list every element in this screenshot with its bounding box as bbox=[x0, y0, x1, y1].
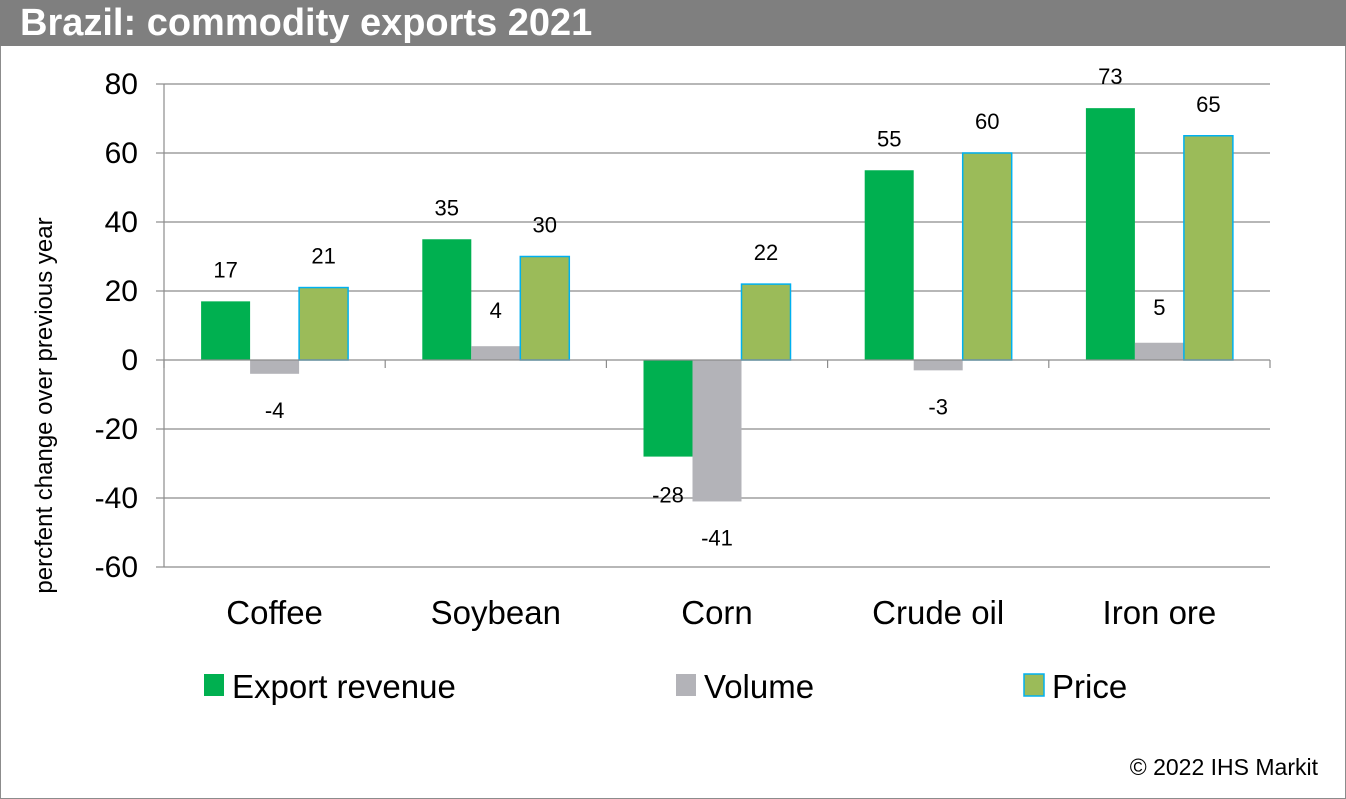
bar-volume bbox=[250, 360, 300, 374]
x-tick-label: Corn bbox=[681, 594, 753, 631]
x-tick-label: Crude oil bbox=[872, 594, 1004, 631]
data-label: 35 bbox=[435, 195, 459, 220]
bar-price bbox=[298, 286, 349, 361]
bar-price bbox=[740, 283, 792, 361]
y-tick-label: 40 bbox=[105, 206, 138, 239]
x-tick-label: Iron ore bbox=[1103, 594, 1217, 631]
legend: Export revenue Volume Price bbox=[204, 668, 1127, 705]
bar-volume bbox=[692, 360, 742, 502]
legend-label: Volume bbox=[704, 668, 814, 705]
bar-export-revenue bbox=[201, 301, 251, 360]
legend-swatch-price bbox=[1023, 673, 1045, 697]
data-label: 73 bbox=[1098, 64, 1122, 89]
data-label: 22 bbox=[754, 240, 778, 265]
bar-price bbox=[961, 152, 1013, 361]
data-label: 65 bbox=[1196, 92, 1220, 117]
data-label: -3 bbox=[928, 394, 948, 419]
legend-label: Export revenue bbox=[232, 668, 456, 705]
copyright-notice: © 2022 IHS Markit bbox=[1129, 754, 1318, 780]
data-label: 21 bbox=[311, 244, 335, 269]
bar-volume bbox=[913, 360, 963, 371]
bar-price bbox=[519, 255, 571, 361]
bar-export-revenue bbox=[864, 170, 914, 360]
y-tick-label: 80 bbox=[105, 68, 138, 101]
y-tick-label: -60 bbox=[95, 551, 138, 584]
chart-area: 80 60 40 20 0 -20 -40 -60 Coffee Soybean Corn Crude… bbox=[31, 64, 1271, 705]
data-label: 55 bbox=[877, 126, 901, 151]
data-label: 60 bbox=[975, 109, 999, 134]
y-tick-label: 0 bbox=[121, 344, 138, 377]
legend-swatch-export-revenue bbox=[204, 674, 224, 696]
y-tick-label: 60 bbox=[105, 137, 138, 170]
bars bbox=[201, 108, 1234, 502]
legend-swatch-volume bbox=[676, 674, 696, 696]
x-tick-label: Soybean bbox=[431, 594, 561, 631]
data-label: -28 bbox=[652, 483, 684, 508]
chart-title: Brazil: commodity exports 2021 bbox=[20, 2, 593, 44]
y-tick-label: 20 bbox=[105, 275, 138, 308]
axes: 80 60 40 20 0 -20 -40 -60 Coffee Soybean Corn Crude… bbox=[31, 68, 1271, 631]
legend-label: Price bbox=[1052, 668, 1127, 705]
y-tick-label: -20 bbox=[95, 413, 138, 446]
bar-volume bbox=[1134, 342, 1184, 360]
data-label: 30 bbox=[533, 213, 557, 238]
data-label: -4 bbox=[265, 398, 285, 423]
data-label: -41 bbox=[701, 525, 733, 550]
x-tick-label: Coffee bbox=[226, 594, 323, 631]
bar-volume bbox=[471, 346, 521, 360]
bar-price bbox=[1183, 135, 1234, 361]
data-label: 17 bbox=[213, 257, 237, 282]
data-label: 5 bbox=[1153, 295, 1165, 320]
data-label: 4 bbox=[490, 298, 502, 323]
y-tick-label: -40 bbox=[95, 482, 138, 515]
title-bar: Brazil: commodity exports 2021 bbox=[0, 0, 1346, 46]
y-axis-title: percfent change over previous year bbox=[31, 217, 58, 593]
bar-export-revenue bbox=[643, 360, 693, 457]
bar-export-revenue bbox=[1085, 108, 1135, 361]
bar-export-revenue bbox=[422, 239, 472, 360]
data-labels: 17 -4 21 35 4 30 -28 -41 22 55 -3 60 73 5 65 bbox=[213, 64, 1220, 550]
